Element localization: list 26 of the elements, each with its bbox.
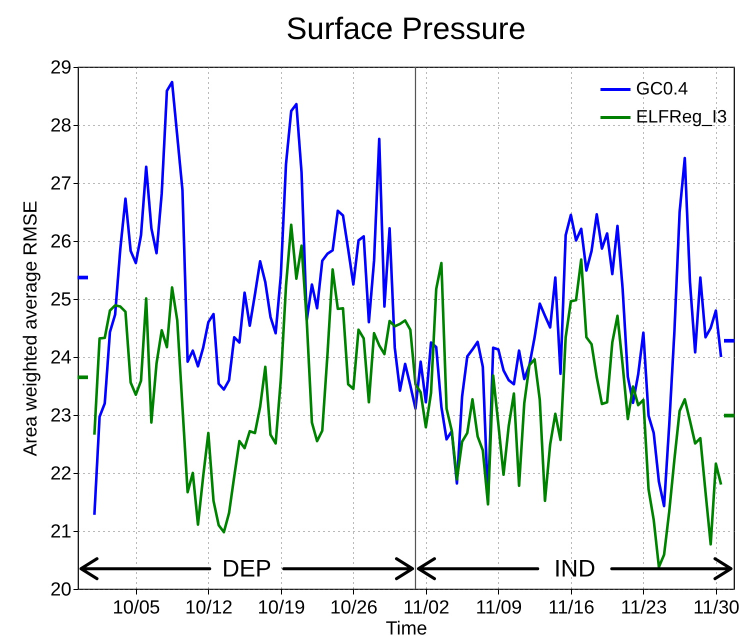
y-tick-label: 21 bbox=[50, 522, 72, 542]
y-tick-label: 22 bbox=[50, 464, 72, 484]
y-tick-label: 25 bbox=[50, 290, 72, 310]
legend-label: ELFReg_I3 bbox=[636, 106, 728, 126]
x-tick-label: 10/26 bbox=[330, 598, 378, 618]
legend-label: GC0.4 bbox=[636, 78, 688, 98]
x-tick-label: 11/09 bbox=[476, 598, 522, 618]
x-tick-label: 11/30 bbox=[693, 598, 740, 618]
y-tick-label: 29 bbox=[50, 58, 72, 78]
x-tick-label: 10/12 bbox=[185, 598, 233, 618]
x-axis-title: Time bbox=[386, 618, 428, 638]
x-tick-label: 11/16 bbox=[548, 598, 594, 618]
x-tick-label: 11/23 bbox=[620, 598, 667, 618]
y-axis-title: Area weighted average RMSE bbox=[20, 200, 42, 456]
y-tick-label: 24 bbox=[50, 348, 72, 368]
x-tick-label: 10/19 bbox=[258, 598, 306, 618]
y-tick-label: 20 bbox=[50, 580, 72, 600]
x-tick-label: 11/02 bbox=[403, 598, 450, 618]
y-tick-label: 27 bbox=[50, 174, 72, 194]
chart-title: Surface Pressure bbox=[286, 11, 526, 46]
annotation: DEP bbox=[222, 556, 272, 583]
annotation: IND bbox=[554, 556, 596, 583]
y-tick-label: 26 bbox=[50, 232, 72, 252]
y-tick-label: 23 bbox=[50, 406, 72, 426]
y-tick-label: 28 bbox=[50, 116, 72, 136]
x-tick-label: 10/05 bbox=[112, 598, 160, 618]
